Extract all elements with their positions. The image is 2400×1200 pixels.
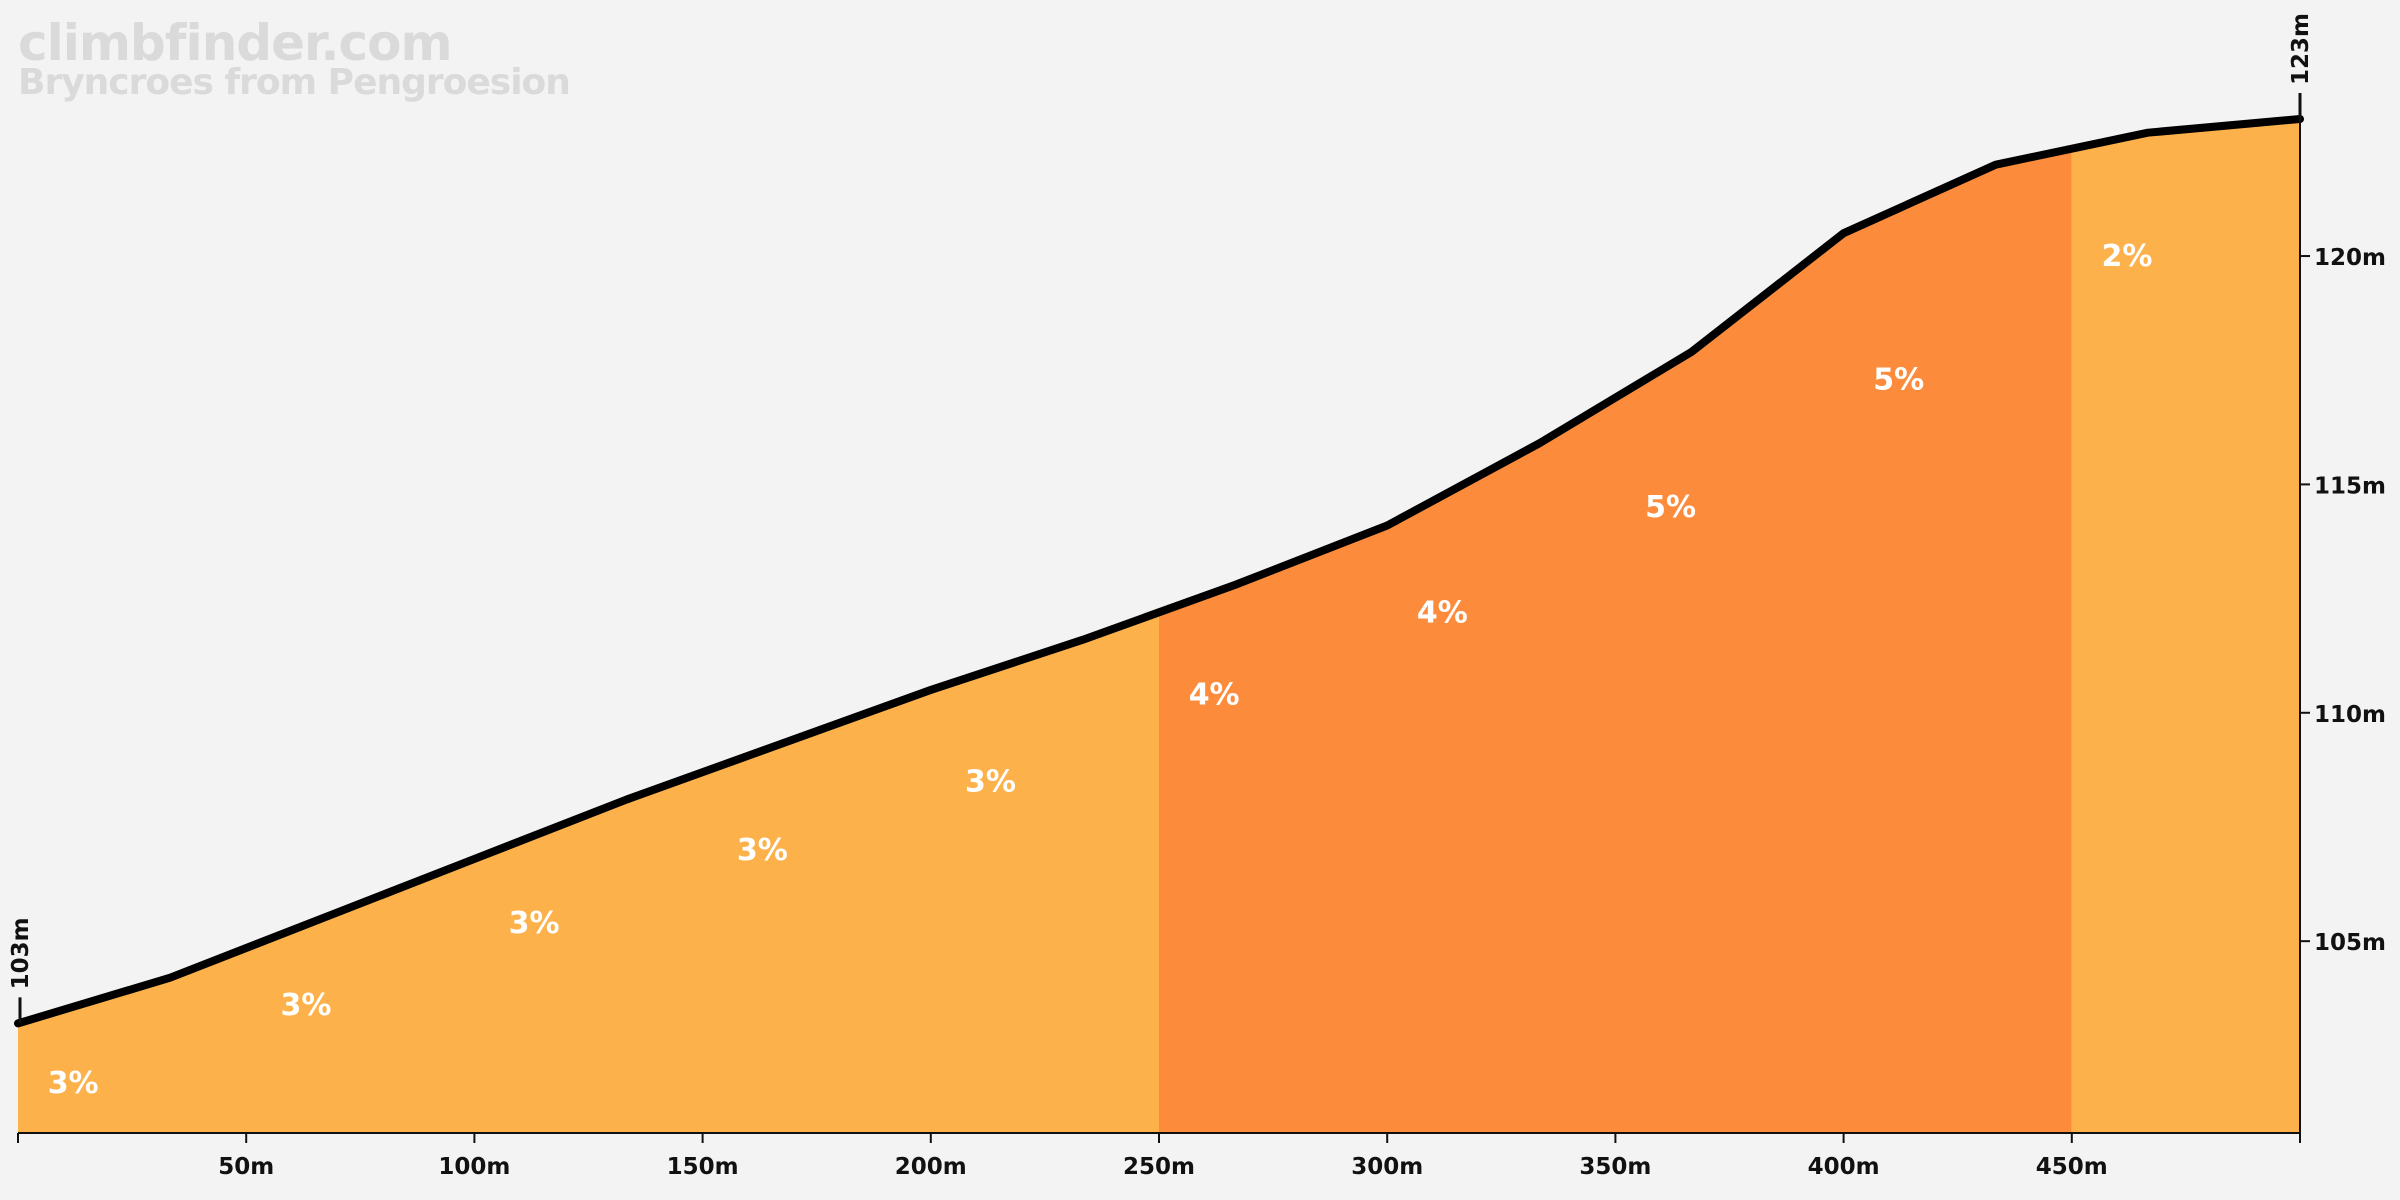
grade-label: 4% bbox=[1417, 595, 1468, 630]
end-elevation-label: 123m bbox=[2288, 13, 2314, 85]
x-tick-label: 450m bbox=[2036, 1154, 2108, 1180]
x-tick-label: 50m bbox=[218, 1154, 274, 1180]
grade-label: 3% bbox=[737, 833, 788, 868]
x-tick-label: 350m bbox=[1579, 1154, 1651, 1180]
x-tick-label: 400m bbox=[1808, 1154, 1880, 1180]
grade-label: 3% bbox=[280, 988, 331, 1023]
grade-label: 4% bbox=[1189, 678, 1240, 713]
y-tick-label: 115m bbox=[2314, 473, 2386, 499]
grade-label: 3% bbox=[48, 1066, 99, 1101]
elevation-profile-line bbox=[14, 115, 2304, 1028]
grade-label: 5% bbox=[1873, 362, 1924, 397]
grade-segment-fill bbox=[18, 119, 1159, 1133]
y-tick-label: 110m bbox=[2314, 702, 2386, 728]
x-tick-label: 300m bbox=[1351, 1154, 1423, 1180]
grade-label: 3% bbox=[965, 764, 1016, 799]
x-tick-label: 150m bbox=[667, 1154, 739, 1180]
grade-label: 2% bbox=[2101, 239, 2152, 274]
x-tick-label: 100m bbox=[438, 1154, 510, 1180]
grade-segment-fill bbox=[2071, 119, 2300, 1133]
grade-segment-fill bbox=[1159, 119, 2072, 1133]
x-tick-label: 200m bbox=[895, 1154, 967, 1180]
y-tick-label: 120m bbox=[2314, 245, 2386, 271]
x-tick-label: 250m bbox=[1123, 1154, 1195, 1180]
grade-segment-group bbox=[18, 119, 2300, 1133]
watermark-site: climbfinder.com bbox=[18, 14, 453, 72]
y-tick-label: 105m bbox=[2314, 930, 2386, 956]
grade-label: 3% bbox=[509, 906, 560, 941]
watermark-climb-name: Bryncroes from Pengroesion bbox=[18, 62, 571, 103]
grade-label: 5% bbox=[1645, 490, 1696, 525]
start-elevation-label: 103m bbox=[8, 917, 34, 989]
